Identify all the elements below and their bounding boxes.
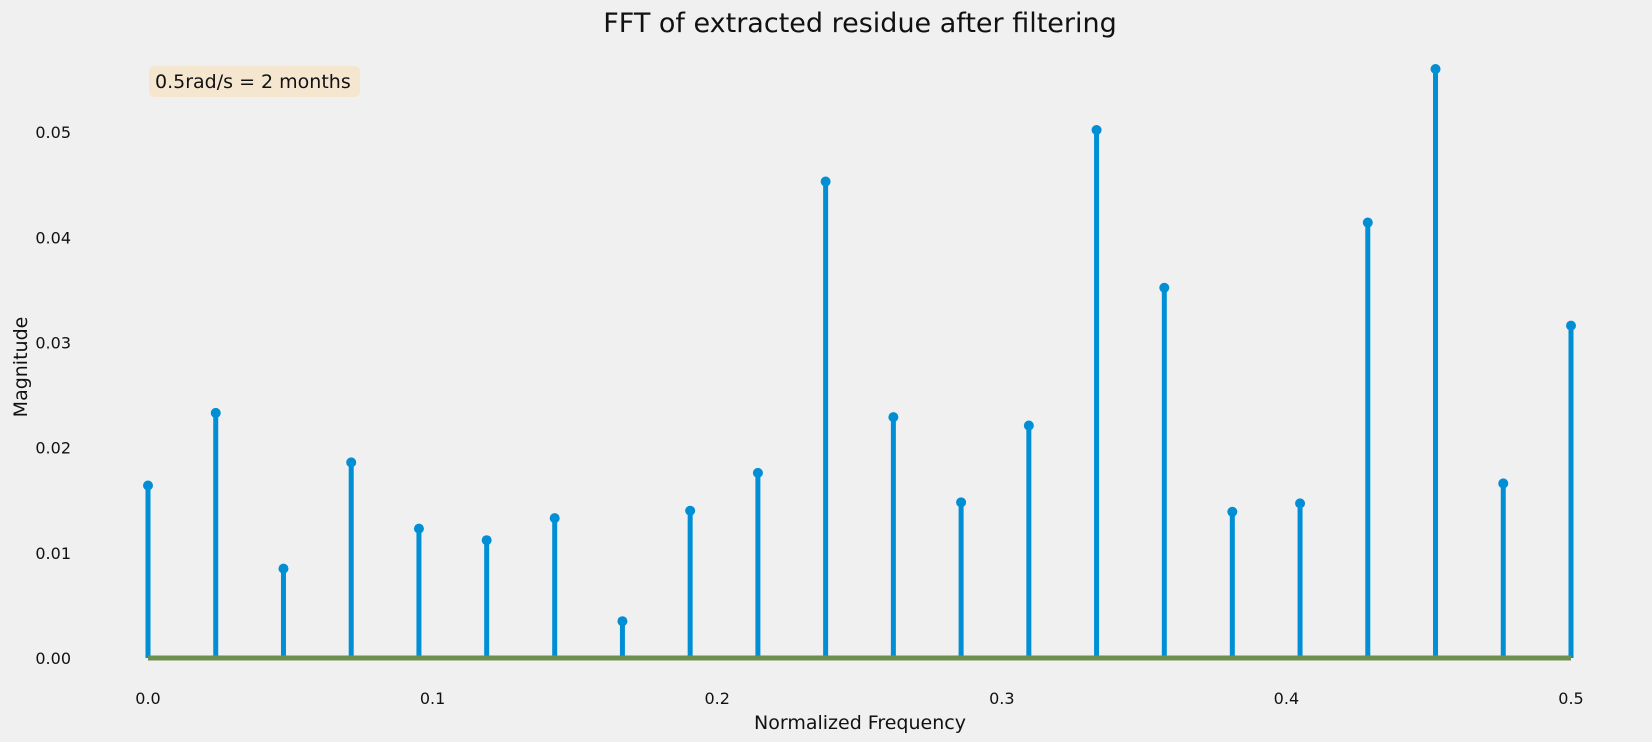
y-axis-label: Magnitude: [10, 317, 32, 418]
stem-marker: [549, 513, 560, 524]
stem-marker: [820, 176, 831, 187]
x-tick-label: 0.0: [135, 689, 160, 708]
x-axis-label: Normalized Frequency: [754, 712, 966, 734]
stem-marker: [143, 480, 153, 491]
stem-marker: [346, 457, 357, 468]
stem-marker: [752, 467, 763, 478]
stem-marker: [1498, 478, 1509, 489]
x-tick-labels: 0.0 0.1 0.2 0.3 0.4 0.5: [135, 689, 1583, 708]
stem-marker: [1430, 64, 1441, 74]
x-tick-label: 0.5: [1558, 689, 1583, 708]
stem-marker: [210, 407, 221, 418]
stem-marker: [1295, 498, 1306, 509]
stem-marker: [1227, 506, 1238, 517]
stem-marker: [888, 412, 899, 423]
y-tick-label: 0.02: [35, 439, 71, 458]
y-tick-label: 0.05: [35, 123, 71, 142]
stem-marker: [1159, 282, 1170, 293]
chart-title: FFT of extracted residue after filtering: [603, 8, 1117, 39]
stem-marker: [617, 616, 628, 627]
stem-marker: [956, 497, 967, 508]
annotation-background: [149, 66, 360, 97]
stem-marker: [481, 535, 492, 546]
stem-marker: [413, 523, 424, 534]
annotation-box: 0.5rad/s = 2 months: [149, 66, 360, 97]
x-tick-label: 0.1: [420, 689, 445, 708]
annotation-text: 0.5rad/s = 2 months: [155, 71, 351, 93]
stem-marker: [1023, 420, 1034, 431]
stem-marker: [278, 563, 289, 574]
x-tick-label: 0.2: [704, 689, 729, 708]
stem-series: [143, 64, 1576, 661]
stem-marker: [1566, 320, 1576, 331]
y-tick-label: 0.04: [35, 228, 71, 247]
y-tick-label: 0.00: [35, 649, 71, 668]
y-tick-label: 0.03: [35, 333, 71, 352]
y-tick-labels: 0.00 0.01 0.02 0.03 0.04 0.05: [35, 123, 71, 668]
stem-marker: [685, 505, 696, 516]
stem-marker: [1362, 217, 1373, 228]
x-tick-label: 0.3: [989, 689, 1014, 708]
y-tick-label: 0.01: [35, 544, 71, 563]
stem-marker: [1091, 125, 1102, 136]
x-tick-label: 0.4: [1274, 689, 1299, 708]
